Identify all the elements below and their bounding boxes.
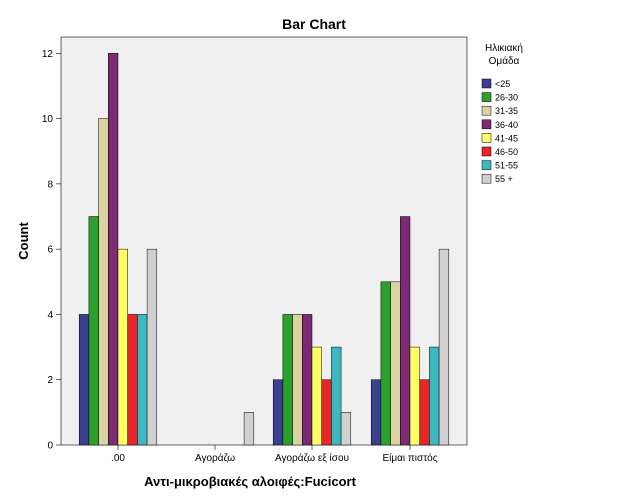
legend: Ηλικιακή Ομάδα <25 26-30 31-35 36-40 41-45 46… [481, 42, 523, 184]
legend-swatch [481, 78, 492, 89]
legend-label: 26-30 [495, 93, 518, 103]
y-tick-label: 6 [47, 245, 53, 256]
x-tick-label: Αγοράζω εξ ίσου [275, 452, 349, 464]
legend-label: 55 + [495, 174, 513, 184]
bar [243, 412, 255, 446]
legend-swatch [481, 146, 492, 157]
y-tick-label: 2 [47, 375, 53, 386]
bar [88, 216, 99, 446]
legend-label: 46-50 [495, 147, 518, 157]
bar [370, 379, 382, 446]
bar [282, 314, 293, 446]
bar [390, 281, 401, 446]
bar [272, 379, 284, 446]
legend-swatch [481, 119, 492, 130]
legend-swatch [481, 105, 492, 116]
bar [321, 379, 332, 446]
y-tick-label: 12 [42, 49, 54, 60]
bar [419, 379, 430, 446]
bar [137, 314, 148, 446]
bar [340, 412, 352, 446]
bar [146, 248, 158, 446]
x-tick-label: .00 [111, 453, 125, 464]
x-axis: .00 Αγοράζω Αγοράζω εξ ίσου Είμαι πιστός [111, 445, 438, 464]
bar [429, 346, 440, 446]
y-axis-title: Count [16, 222, 31, 260]
bar [311, 346, 322, 446]
bar [331, 346, 342, 446]
legend-label: <25 [495, 79, 510, 89]
bar [292, 314, 303, 446]
y-axis: 0 2 4 6 8 10 12 [42, 49, 61, 452]
bar [78, 314, 90, 446]
bar [108, 53, 119, 446]
x-tick-label: Είμαι πιστός [382, 452, 437, 464]
legend-swatch [481, 160, 492, 170]
legend-label: 31-35 [495, 106, 518, 116]
bar [127, 314, 138, 446]
legend-label: 41-45 [495, 133, 518, 143]
legend-swatch [481, 173, 492, 184]
y-tick-label: 4 [47, 310, 53, 321]
bar [98, 118, 109, 446]
bar [409, 346, 420, 446]
legend-swatch [481, 133, 492, 143]
y-tick-label: 0 [47, 441, 53, 452]
bar [302, 314, 313, 446]
bar [438, 248, 450, 446]
bar [400, 216, 411, 446]
legend-title-line-2: Ομάδα [489, 55, 520, 67]
bar [380, 281, 391, 446]
y-tick-label: 10 [42, 114, 54, 125]
legend-title-line-1: Ηλικιακή [485, 42, 523, 54]
y-tick-label: 8 [47, 179, 53, 190]
x-tick-label: Αγοράζω [195, 452, 235, 464]
x-axis-title: Αντι-μικροβιακές αλοιφές:Fucicort [144, 474, 357, 489]
bar [117, 248, 128, 446]
bars-group [78, 53, 450, 446]
legend-label: 51-55 [495, 161, 518, 171]
legend-label: 36-40 [495, 120, 518, 130]
chart-title: Bar Chart [282, 16, 346, 32]
legend-swatch [481, 92, 492, 102]
